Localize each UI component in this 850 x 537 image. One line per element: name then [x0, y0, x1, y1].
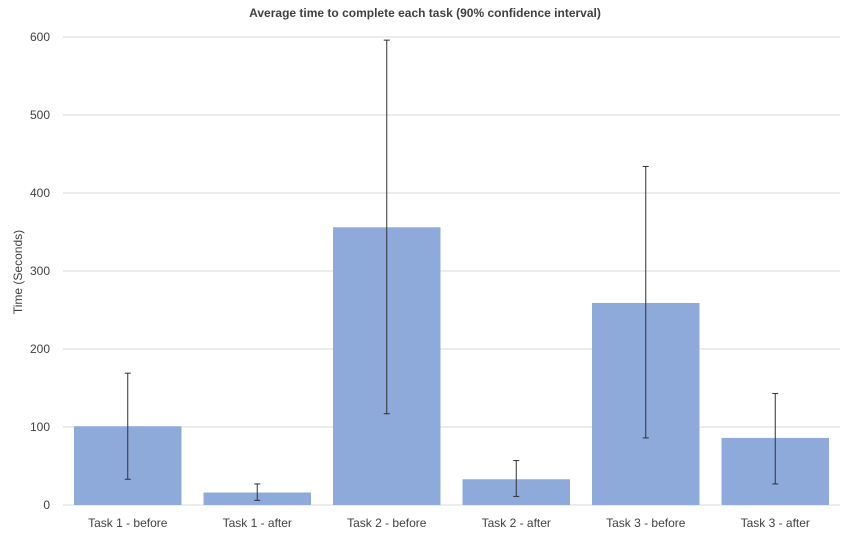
- y-tick-label: 500: [30, 108, 50, 122]
- x-tick-label: Task 2 - after: [482, 516, 551, 530]
- y-tick-label: 600: [30, 30, 50, 44]
- y-tick-label: 300: [30, 264, 50, 278]
- y-tick-label: 200: [30, 342, 50, 356]
- x-tick-label: Task 3 - after: [741, 516, 810, 530]
- x-tick-label: Task 2 - before: [347, 516, 427, 530]
- y-tick-label: 400: [30, 186, 50, 200]
- x-tick-label: Task 1 - after: [223, 516, 292, 530]
- chart-title: Average time to complete each task (90% …: [249, 6, 601, 20]
- y-tick-label: 0: [43, 498, 50, 512]
- y-tick-label: 100: [30, 420, 50, 434]
- x-tick-label: Task 3 - before: [606, 516, 686, 530]
- x-tick-label: Task 1 - before: [88, 516, 168, 530]
